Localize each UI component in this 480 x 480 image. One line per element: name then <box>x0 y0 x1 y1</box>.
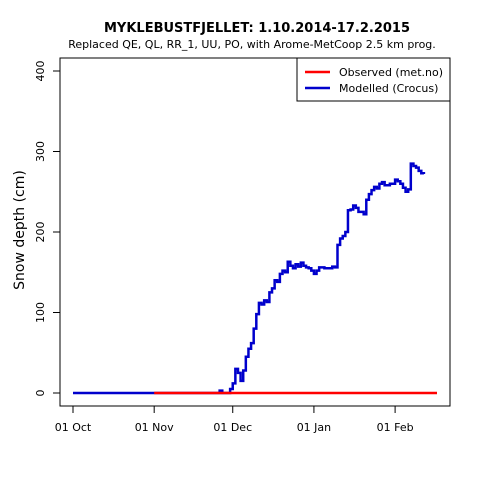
plot-frame <box>59 57 451 407</box>
y-tick-label: 400 <box>34 61 47 82</box>
x-tick-label: 01 Jan <box>297 421 331 434</box>
legend-label: Observed (met.no) <box>339 66 443 79</box>
legend-box <box>296 57 451 102</box>
y-tick-label: 100 <box>34 302 47 323</box>
series-layer <box>73 162 437 395</box>
y-tick-label: 0 <box>34 390 47 397</box>
y-axis-label: Snow depth (cm) <box>12 170 28 290</box>
x-tick-label: 01 Feb <box>377 421 414 434</box>
series-line-modelled-crocus <box>73 162 426 395</box>
legend-label: Modelled (Crocus) <box>339 82 438 95</box>
chart-subtitle: Replaced QE, QL, RR_1, UU, PO, with Arom… <box>68 38 436 51</box>
chart-title: MYKLEBUSTFJELLET: 1.10.2014-17.2.2015 <box>104 21 410 36</box>
x-tick-label: 01 Nov <box>135 421 174 434</box>
x-tick-label: 01 Oct <box>55 421 92 434</box>
y-tick-label: 200 <box>34 222 47 243</box>
y-tick-label: 300 <box>34 141 47 162</box>
x-tick-label: 01 Dec <box>213 421 252 434</box>
legend: Observed (met.no) Modelled (Crocus) <box>296 57 451 102</box>
